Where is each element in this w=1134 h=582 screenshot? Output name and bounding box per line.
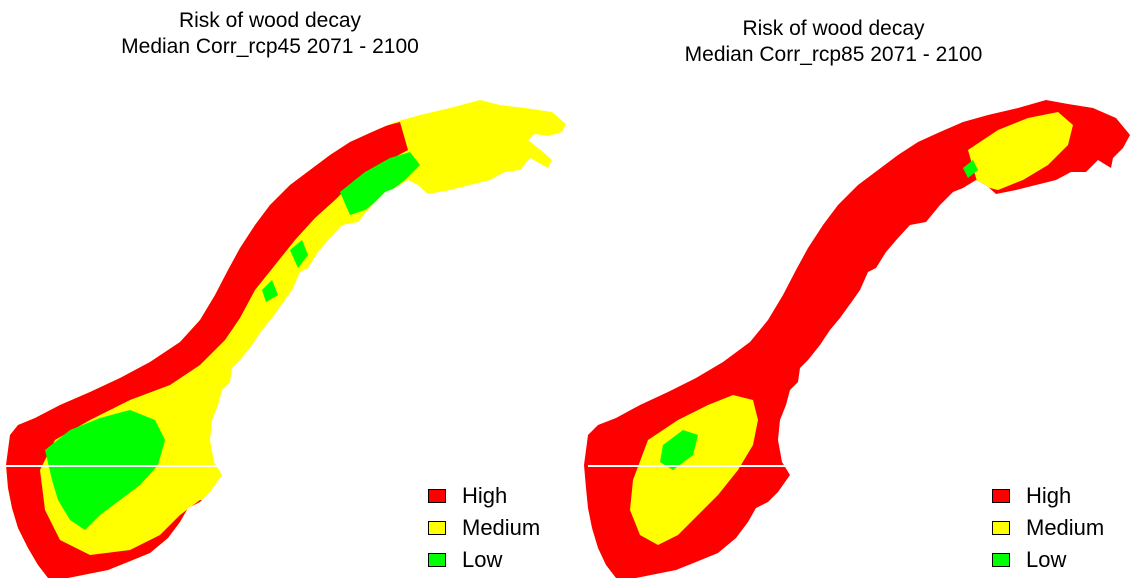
risk-zone-low — [290, 240, 308, 268]
legend-label-high: High — [1026, 483, 1072, 508]
risk-zone-medium — [630, 395, 758, 545]
map-panel-rcp85: Risk of wood decay Median Corr_rcp85 207… — [568, 0, 1134, 582]
legend-swatch-medium — [992, 521, 1010, 535]
map-legend: High Medium Low — [992, 480, 1104, 576]
legend-item-high: High — [992, 480, 1104, 512]
map-title-line1: Risk of wood decay — [178, 9, 362, 32]
risk-zone-low — [262, 280, 278, 302]
map-title-line1: Risk of wood decay — [742, 17, 925, 40]
map-title: Risk of wood decay Median Corr_rcp45 207… — [20, 8, 520, 60]
legend-swatch-medium — [428, 521, 446, 535]
map-title-line2: Median Corr_rcp45 2071 - 2100 — [121, 35, 419, 58]
risk-zone-high — [6, 122, 408, 578]
norway-risk-map — [6, 100, 566, 578]
legend-item-medium: Medium — [428, 512, 540, 544]
norway-risk-map — [584, 100, 1130, 578]
map-legend: High Medium Low — [428, 480, 540, 576]
risk-zone-low — [340, 152, 420, 215]
legend-label-medium: Medium — [462, 515, 541, 540]
legend-swatch-high — [992, 489, 1010, 503]
legend-label-low: Low — [1026, 547, 1067, 572]
risk-zone-low — [660, 430, 698, 470]
map-title-line2: Median Corr_rcp85 2071 - 2100 — [684, 43, 983, 66]
legend-item-medium: Medium — [992, 512, 1104, 544]
legend-item-low: Low — [992, 544, 1104, 576]
risk-zone-low — [963, 160, 978, 178]
map-panel-rcp45: Risk of wood decay Median Corr_rcp45 207… — [6, 8, 566, 578]
risk-zone-medium — [968, 112, 1073, 190]
legend-swatch-low — [992, 553, 1010, 567]
map-title: Risk of wood decay Median Corr_rcp85 207… — [588, 16, 1079, 68]
legend-label-high: High — [462, 483, 508, 508]
legend-label-low: Low — [462, 547, 503, 572]
legend-swatch-low — [428, 553, 446, 567]
legend-item-low: Low — [428, 544, 540, 576]
legend-label-medium: Medium — [1026, 515, 1105, 540]
legend-item-high: High — [428, 480, 540, 512]
legend-swatch-high — [428, 489, 446, 503]
risk-zone-low — [45, 410, 165, 530]
